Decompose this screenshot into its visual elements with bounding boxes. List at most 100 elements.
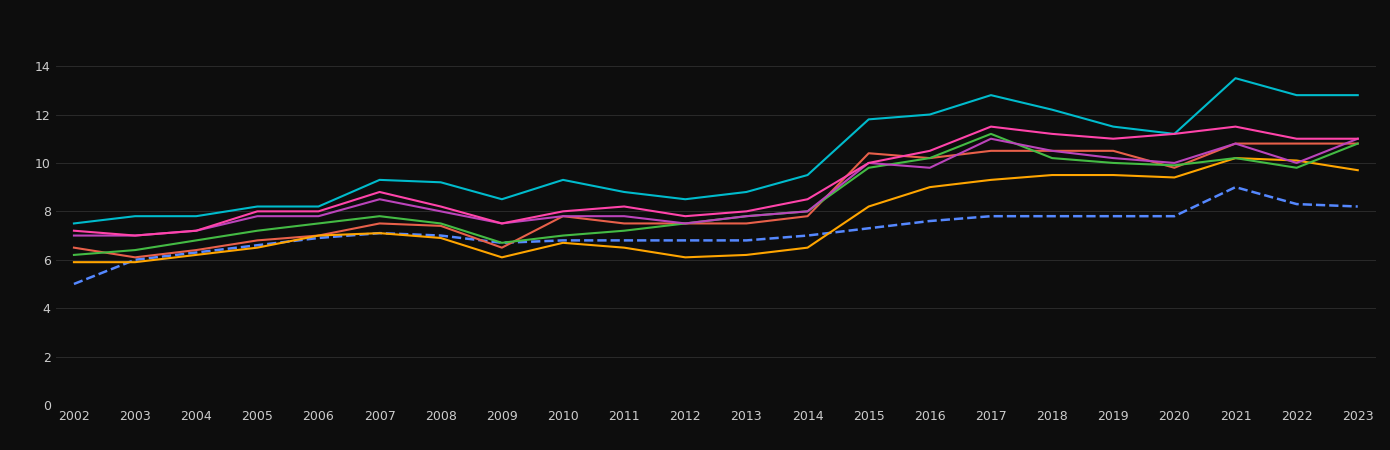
Bracknell Forest: [432, 223, 449, 229]
West Berkshire: [1350, 136, 1366, 141]
Reading: [738, 252, 755, 257]
West Berkshire: [799, 209, 816, 214]
Reading: [1105, 172, 1122, 178]
Bracknell Forest: [860, 151, 877, 156]
Windsor and Maidenhead: [983, 92, 999, 98]
Wokingham: [310, 209, 327, 214]
Bracknell Forest: [188, 248, 204, 253]
Reading: [860, 204, 877, 209]
Bracknell Forest: [616, 221, 632, 226]
Wokingham: [860, 160, 877, 166]
Bracknell Forest: [799, 213, 816, 219]
Bracknell Forest: [922, 155, 938, 161]
Windsor and Maidenhead: [65, 221, 82, 226]
West Berkshire: [432, 209, 449, 214]
West Berkshire: [738, 213, 755, 219]
Wokingham: [1044, 131, 1061, 137]
England and Wales: [432, 233, 449, 238]
Wokingham: [922, 148, 938, 153]
Wokingham: [677, 213, 694, 219]
West Berkshire: [677, 221, 694, 226]
Windsor and Maidenhead: [1044, 107, 1061, 112]
England and Wales: [371, 230, 388, 236]
Line: England and Wales: England and Wales: [74, 187, 1358, 284]
Windsor and Maidenhead: [1350, 92, 1366, 98]
Slough: [616, 228, 632, 234]
Reading: [249, 245, 265, 250]
Windsor and Maidenhead: [1105, 124, 1122, 129]
Bracknell Forest: [493, 245, 510, 250]
Line: Slough: Slough: [74, 134, 1358, 255]
Reading: [493, 255, 510, 260]
England and Wales: [860, 225, 877, 231]
Slough: [677, 221, 694, 226]
Line: West Berkshire: West Berkshire: [74, 139, 1358, 235]
Wokingham: [188, 228, 204, 234]
West Berkshire: [860, 160, 877, 166]
Slough: [65, 252, 82, 257]
England and Wales: [1350, 204, 1366, 209]
Slough: [249, 228, 265, 234]
West Berkshire: [1044, 148, 1061, 153]
England and Wales: [616, 238, 632, 243]
West Berkshire: [310, 213, 327, 219]
West Berkshire: [249, 213, 265, 219]
England and Wales: [1044, 213, 1061, 219]
Wokingham: [1227, 124, 1244, 129]
West Berkshire: [1105, 155, 1122, 161]
Line: Reading: Reading: [74, 158, 1358, 262]
Slough: [1289, 165, 1305, 171]
England and Wales: [555, 238, 571, 243]
Slough: [310, 221, 327, 226]
Bracknell Forest: [1350, 141, 1366, 146]
Slough: [922, 155, 938, 161]
Windsor and Maidenhead: [1289, 92, 1305, 98]
Wokingham: [493, 221, 510, 226]
Slough: [1105, 160, 1122, 166]
Wokingham: [1289, 136, 1305, 141]
Reading: [922, 184, 938, 190]
Reading: [188, 252, 204, 257]
Windsor and Maidenhead: [310, 204, 327, 209]
West Berkshire: [493, 221, 510, 226]
Slough: [799, 209, 816, 214]
Reading: [310, 233, 327, 238]
Bracknell Forest: [249, 238, 265, 243]
England and Wales: [799, 233, 816, 238]
Wokingham: [432, 204, 449, 209]
Windsor and Maidenhead: [432, 180, 449, 185]
Windsor and Maidenhead: [738, 189, 755, 195]
Reading: [983, 177, 999, 183]
England and Wales: [922, 218, 938, 224]
Reading: [1166, 175, 1183, 180]
Bracknell Forest: [1166, 165, 1183, 171]
Slough: [555, 233, 571, 238]
Bracknell Forest: [738, 221, 755, 226]
Windsor and Maidenhead: [616, 189, 632, 195]
Wokingham: [738, 209, 755, 214]
West Berkshire: [616, 213, 632, 219]
Reading: [1350, 167, 1366, 173]
England and Wales: [493, 240, 510, 246]
Bracknell Forest: [126, 255, 143, 260]
England and Wales: [738, 238, 755, 243]
Wokingham: [249, 209, 265, 214]
Reading: [1227, 155, 1244, 161]
Reading: [1289, 158, 1305, 163]
Slough: [1166, 162, 1183, 168]
Windsor and Maidenhead: [1166, 131, 1183, 137]
England and Wales: [677, 238, 694, 243]
Reading: [555, 240, 571, 246]
England and Wales: [126, 257, 143, 262]
West Berkshire: [188, 228, 204, 234]
Slough: [738, 213, 755, 219]
Windsor and Maidenhead: [860, 117, 877, 122]
Bracknell Forest: [65, 245, 82, 250]
England and Wales: [1166, 213, 1183, 219]
England and Wales: [65, 281, 82, 287]
Reading: [1044, 172, 1061, 178]
Reading: [799, 245, 816, 250]
West Berkshire: [1289, 160, 1305, 166]
West Berkshire: [1166, 160, 1183, 166]
England and Wales: [1227, 184, 1244, 190]
